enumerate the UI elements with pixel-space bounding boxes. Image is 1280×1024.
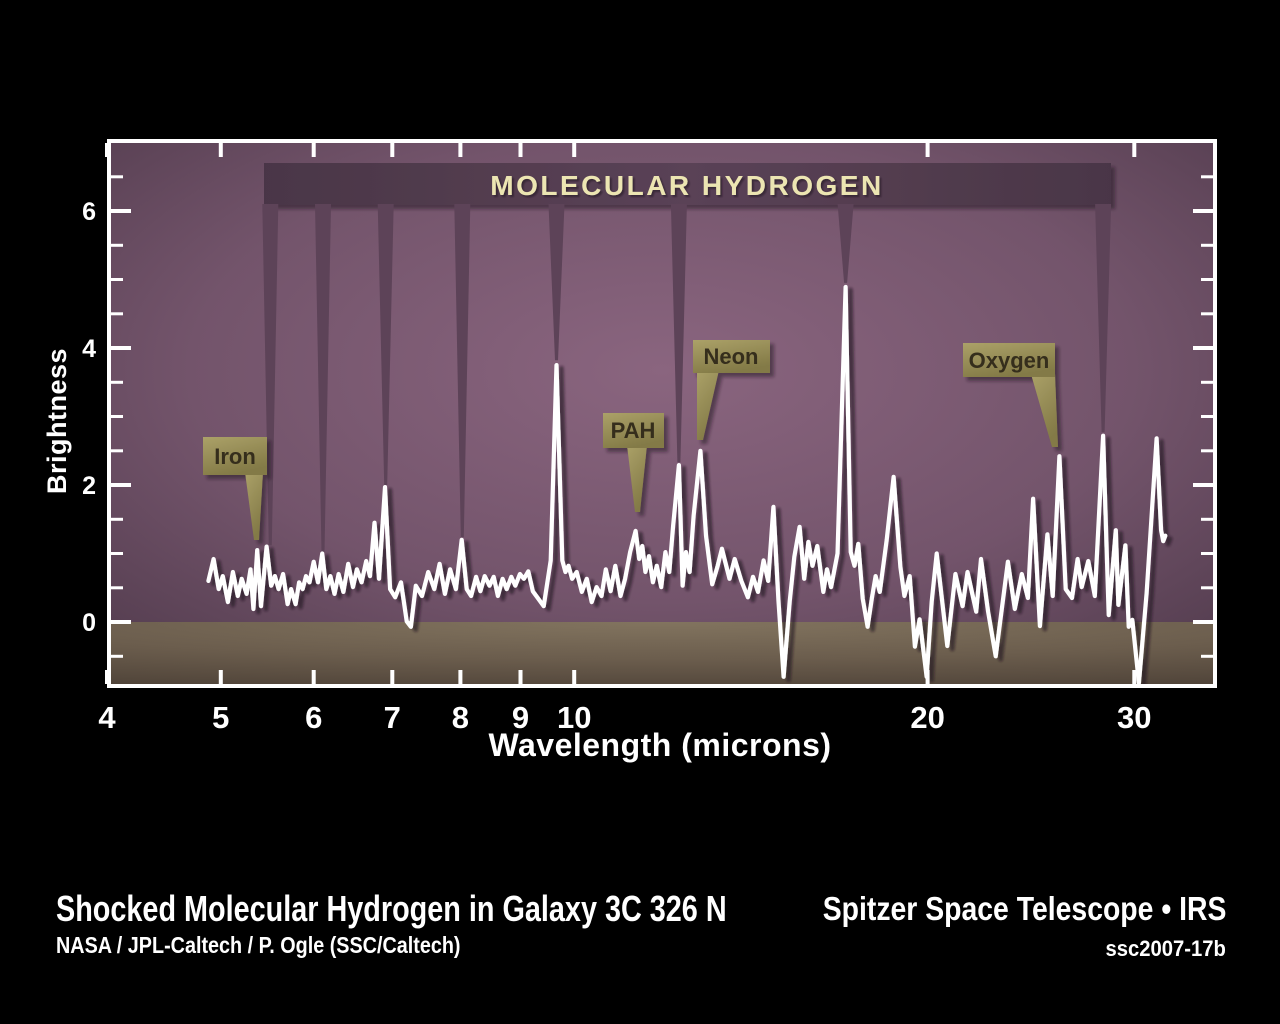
y-tick-label: 2 [82,472,96,500]
y-tick-label: 4 [82,335,96,363]
caption-title: Shocked Molecular Hydrogen in Galaxy 3C … [56,888,727,929]
x-axis-title: Wavelength (microns) [488,727,831,763]
below-zero-band [111,622,1213,684]
y-tick-label: 6 [82,198,96,226]
pah-label-box [603,413,664,448]
x-tick-label: 9 [512,700,529,735]
pah-pointer-wedge [627,445,647,512]
h2-marker-wedge [548,204,565,361]
molecular-hydrogen-band [264,163,1111,205]
x-tick-label: 20 [910,700,944,735]
h2-marker-wedge [670,204,687,463]
y-axis-title: Brightness [42,348,72,494]
annotation-neon: Neon [693,340,770,440]
oxygen-label: Oxygen [969,348,1050,373]
h2-marker-wedge [454,204,471,538]
annotation-iron: Iron [203,437,267,540]
h2-marker-wedge [262,204,279,546]
h2-marker-wedge [315,204,331,553]
x-tick-label: 4 [98,700,116,735]
x-tick-label: 6 [305,700,322,735]
neon-pointer-wedge [697,370,719,440]
h2-marker-wedge [377,204,394,485]
x-tick-label: 10 [557,700,591,735]
neon-label: Neon [704,344,759,369]
x-tick-label: 5 [212,700,229,735]
h2-line-markers [262,204,1112,553]
h2-marker-wedge [1095,204,1112,433]
oxygen-label-box [963,343,1055,377]
caption-telescope: Spitzer Space Telescope • IRS [822,890,1226,927]
iron-pointer-wedge [245,472,263,540]
neon-label-box [693,340,770,373]
caption-release-id: ssc2007-17b [1105,936,1226,961]
molecular-hydrogen-banner-label: MOLECULAR HYDROGEN [490,170,883,201]
iron-label-box [203,437,267,475]
caption-credit: NASA / JPL-Caltech / P. Ogle (SSC/Caltec… [56,932,461,958]
x-tick-label: 8 [452,700,469,735]
annotation-pah: PAH [603,413,664,512]
iron-label: Iron [214,444,256,469]
x-tick-label: 30 [1117,700,1151,735]
y-tick-label: 0 [82,609,96,637]
pah-label: PAH [611,418,656,443]
spectrum-line [206,284,1168,684]
plot-border [107,139,1217,688]
axis-tick-labels: 4 5 6 7 8 9 10 20 30 0 2 4 6 [82,198,1151,735]
h2-marker-wedge [837,204,854,283]
annotation-oxygen: Oxygen [963,343,1058,447]
spectrum-group [206,284,1168,684]
oxygen-pointer-wedge [1031,374,1058,447]
axis-ticks [105,143,1213,684]
x-tick-label: 7 [384,700,401,735]
